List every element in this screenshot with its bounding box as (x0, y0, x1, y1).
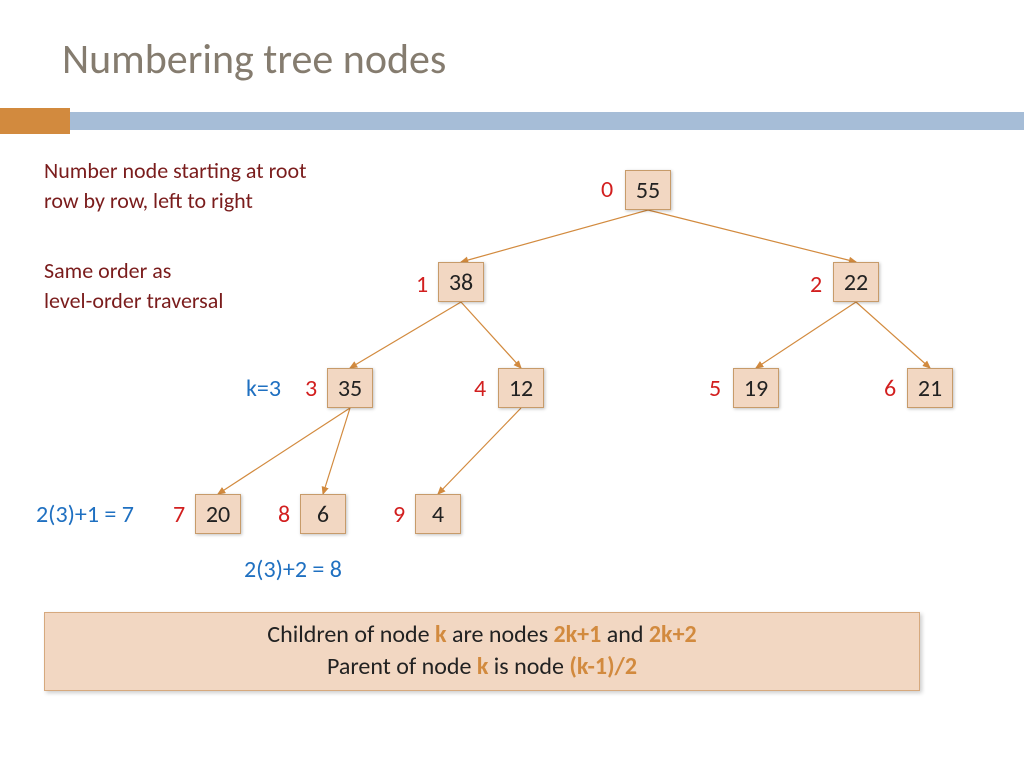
node-index: 3 (305, 374, 317, 403)
tree-node: 19 (733, 368, 779, 408)
formula-text: are nodes (447, 620, 554, 649)
node-index: 6 (884, 374, 896, 403)
formula-text: Children of node (267, 620, 435, 649)
annotation-k: k=3 (246, 374, 281, 403)
tree-node: 35 (327, 368, 373, 408)
annotation-right-child-formula: 2(3)+2 = 8 (244, 555, 342, 584)
node-index: 2 (810, 270, 822, 299)
tree-node: 4 (415, 494, 461, 534)
node-index: 5 (709, 374, 721, 403)
tree-node: 22 (833, 262, 879, 302)
formula-k: k (435, 620, 447, 649)
node-index: 1 (416, 270, 428, 299)
annotation-left-child-formula: 2(3)+1 = 7 (36, 500, 134, 529)
tree-node: 20 (195, 494, 241, 534)
tree-node: 12 (498, 368, 544, 408)
node-index: 9 (393, 500, 405, 529)
node-index: 7 (173, 500, 185, 529)
node-index: 8 (278, 500, 290, 529)
tree-node: 21 (907, 368, 953, 408)
formula-text: and (601, 620, 649, 649)
formula-text: Parent of node (327, 652, 477, 681)
formula-line-2: Parent of node k is node (k-1)/2 (55, 651, 909, 683)
formula-2k1: 2k+1 (554, 620, 602, 649)
node-index: 4 (474, 374, 486, 403)
formula-parent: (k-1)/2 (569, 652, 637, 681)
formula-line-1: Children of node k are nodes 2k+1 and 2k… (55, 619, 909, 651)
formula-box: Children of node k are nodes 2k+1 and 2k… (44, 612, 920, 691)
tree-node: 6 (300, 494, 346, 534)
node-index: 0 (601, 175, 613, 204)
formula-2k2: 2k+2 (649, 620, 697, 649)
tree-node: 55 (625, 170, 671, 210)
formula-text: is node (488, 652, 569, 681)
tree-node: 38 (438, 262, 484, 302)
formula-k: k (477, 652, 489, 681)
